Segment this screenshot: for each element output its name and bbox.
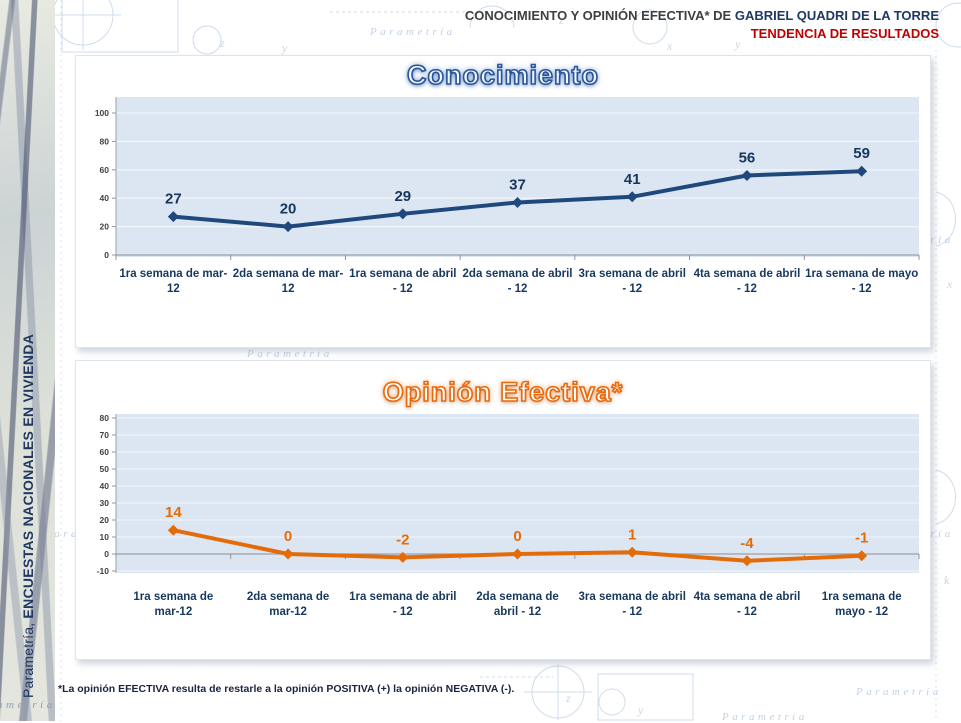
blueprint-letters: z y z x y x k z y [219,13,953,717]
opinion-efectiva-chart-panel: Opinión Efectiva* -10 0 10 20 30 40 50 60 70 80 14… [75,360,931,660]
header-title-prefix: CONOCIMIENTO Y OPINIÓN EFECTIVA* DE [464,8,732,23]
header-title: CONOCIMIENTO Y OPINIÓN EFECTIVA* DE GABR… [465,7,939,25]
blueprint-letter: x [946,277,953,291]
data-point-label: -1 [855,530,868,547]
watermark-bottom-center: Parametría [722,711,808,723]
data-point-marker [512,548,523,560]
sidebar-artwork [0,0,55,721]
data-point-label: 20 [280,201,297,218]
data-point-label: 0 [284,528,292,545]
x-axis-label: 2da semana de abril - 12 [462,268,573,295]
x-axis-label: 3ra semana de abril - 12 [578,591,686,618]
watermark-bottom-left: Parametría [0,699,56,711]
y-tick-label: 20 [100,515,110,525]
y-tick-label: 70 [100,430,110,440]
x-axis-label: 4ta semana de abril - 12 [693,268,801,295]
data-point-label: 59 [853,145,870,162]
opinion-efectiva-x-axis-labels: 1ra semana de mar-12 2da semana de mar-12 1r… [116,590,919,619]
brand-emphasis: ENCUESTAS NACIONALES EN VIVIENDA [20,333,36,619]
x-axis-label: 1ra semana de mayo - 12 [821,591,902,618]
y-tick-label: 80 [100,136,110,146]
data-point-marker [282,221,294,233]
data-point-label: -2 [396,531,409,548]
x-axis-label: 2da semana de mar- 12 [232,268,344,295]
data-point-marker [397,208,409,220]
brand-prefix: Parametría, [20,618,36,698]
blueprint-letter: k [944,573,950,587]
footnote: *La opinión EFECTIVA resulta de restarle… [58,683,515,695]
x-axis-label: 1ra semana de abril - 12 [349,591,457,618]
data-point-label: 37 [509,176,526,193]
y-tick-label: 30 [100,498,110,508]
data-point-marker [626,546,638,558]
data-point-marker [741,169,753,181]
opinion-efectiva-line-chart: -10 0 10 20 30 40 50 60 70 80 14 0 -2 0 1 -4 -1 [97,413,920,576]
data-point-label: 56 [739,149,756,166]
data-point-label: -4 [740,535,754,552]
x-axis-label: 4ta semana de abril - 12 [693,591,801,618]
y-tick-label: 50 [100,464,110,474]
y-tick-label: 20 [100,222,110,232]
blueprint-letter: x [666,39,673,53]
x-axis-label: 1ra semana de abril - 12 [349,268,457,295]
blueprint-letter: z [565,691,571,705]
data-point-marker [282,548,294,560]
header-subtitle: TENDENCIA DE RESULTADOS [750,26,939,42]
blueprint-letter: y [281,41,288,55]
data-point-label: 1 [628,526,636,543]
chart-title-opinion-efectiva: Opinión Efectiva* [382,376,624,408]
conocimiento-chart-panel: Conocimiento 0 20 40 60 80 100 27 20 29 37 41 56 59 … [75,55,931,348]
data-point-marker [167,211,179,223]
header: CONOCIMIENTO Y OPINIÓN EFECTIVA* DE GABR… [465,7,939,43]
y-tick-label: 40 [100,193,110,203]
data-point-marker [856,165,868,177]
y-tick-label: 0 [104,250,109,260]
blueprint-letter: y [734,37,741,51]
y-tick-label: -10 [97,566,110,576]
data-point-marker [626,191,638,203]
y-tick-label: 0 [104,549,109,559]
data-point-label: 14 [165,504,182,521]
data-point-marker [397,551,409,563]
conocimiento-x-axis-labels: 1ra semana de mar- 12 2da semana de mar- 12… [116,267,919,296]
data-point-marker [167,524,179,536]
y-tick-label: 100 [95,108,109,118]
brand-vertical-text: Parametría, ENCUESTAS NACIONALES EN VIVI… [20,334,36,698]
data-point-marker [741,555,753,567]
watermark-top: Parametría [370,26,456,38]
conocimiento-line-chart: 0 20 40 60 80 100 27 20 29 37 41 56 59 [95,97,920,260]
data-point-label: 27 [165,191,182,208]
x-axis-label: 3ra semana de abril - 12 [578,268,686,295]
watermark-bottom-right: Parametría [856,686,942,698]
y-tick-label: 60 [100,447,110,457]
data-point-label: 41 [624,171,641,188]
blueprint-letter: z [219,36,225,50]
x-axis-label: 1ra semana de mar- 12 [119,268,228,295]
data-point-marker [856,550,868,562]
x-axis-label: 2da semana de mar-12 [246,591,330,618]
chart-title-conocimiento: Conocimiento [406,59,599,91]
y-tick-label: 60 [100,165,110,175]
data-point-label: 0 [513,528,521,545]
y-tick-label: 80 [100,413,110,423]
header-title-candidate: GABRIEL QUADRI DE LA TORRE [734,8,939,23]
y-tick-label: 40 [100,481,110,491]
x-axis-label: 1ra semana de mar-12 [133,591,214,618]
data-point-marker [512,196,523,208]
x-axis-label: 2da semana de abril - 12 [476,591,559,618]
blueprint-letter: z [558,13,564,27]
data-point-label: 29 [394,188,411,205]
watermark-middle: Parametría [247,348,333,360]
blueprint-letter: y [637,703,644,717]
x-axis-label: 1ra semana de mayo - 12 [805,268,919,295]
y-tick-label: 10 [100,532,110,542]
